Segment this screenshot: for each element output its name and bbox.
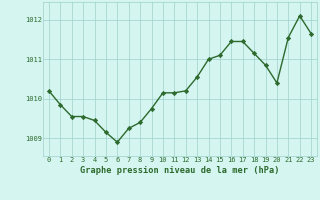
X-axis label: Graphe pression niveau de la mer (hPa): Graphe pression niveau de la mer (hPa) [80,166,280,175]
